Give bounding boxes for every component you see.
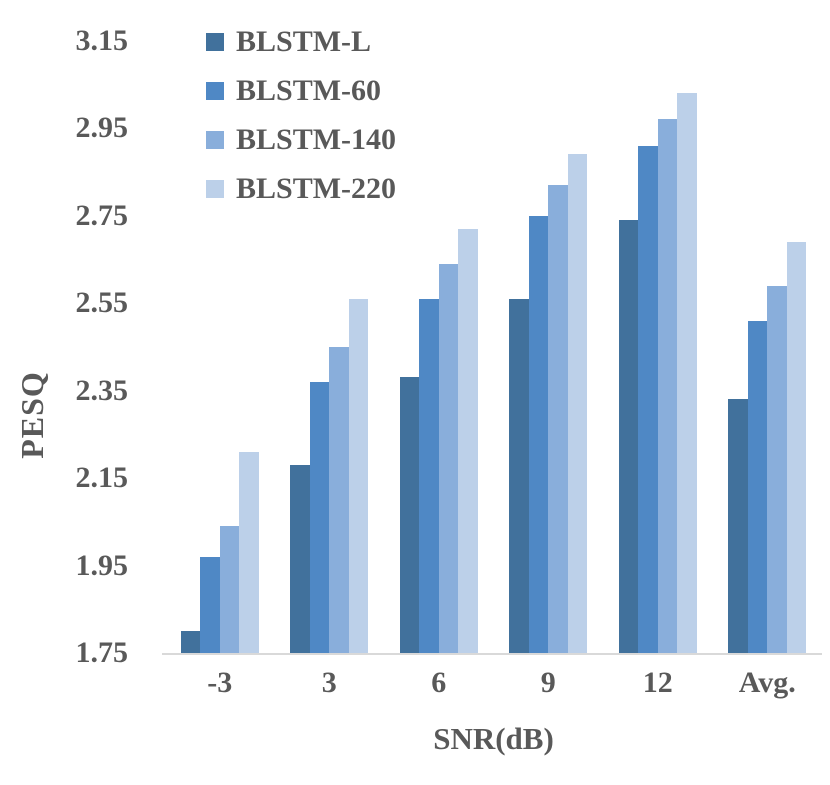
bar-BLSTM-L-9 xyxy=(509,298,529,653)
legend-label-BLSTM-220: BLSTM-220 xyxy=(236,172,397,205)
bar-group-12 xyxy=(618,93,697,653)
bar-BLSTM-220-9 xyxy=(567,154,588,653)
x-tick-Avg.: Avg. xyxy=(738,666,796,699)
y-tick-1.75: 1.75 xyxy=(75,636,129,669)
bar-BLSTM-220-3 xyxy=(348,298,369,653)
y-tick-2.35: 2.35 xyxy=(75,373,129,407)
x-tick-6: 6 xyxy=(431,666,447,699)
bar-BLSTM-140-3 xyxy=(329,346,349,653)
y-tick-2.15: 2.15 xyxy=(75,461,129,494)
x-tick-12: 12 xyxy=(642,666,673,699)
bar-BLSTM-L-Avg. xyxy=(728,399,748,653)
y-tick-2.95: 2.95 xyxy=(75,111,129,144)
bar-group--3 xyxy=(180,451,259,653)
bar-group-Avg. xyxy=(728,241,807,653)
bar-BLSTM-220--3 xyxy=(239,451,259,653)
y-tick-2.75: 2.75 xyxy=(75,198,129,232)
x-tick-9: 9 xyxy=(540,666,556,699)
legend-item-BLSTM-L: BLSTM-L xyxy=(206,26,396,58)
y-tick-2.55: 2.55 xyxy=(75,286,129,319)
legend-label-BLSTM-140: BLSTM-140 xyxy=(236,123,397,156)
bar-group-9 xyxy=(509,154,588,653)
bar-BLSTM-140-Avg. xyxy=(767,285,787,653)
legend: BLSTM-L BLSTM-60 BLSTM-140 BLSTM-220 xyxy=(206,26,396,222)
bar-BLSTM-140-6 xyxy=(438,263,459,653)
x-axis-title: SNR(dB) xyxy=(433,721,554,756)
bar-BLSTM-220-12 xyxy=(677,93,697,653)
x-tick--3: -3 xyxy=(207,666,233,699)
bar-BLSTM-60-12 xyxy=(638,145,658,653)
y-tick-1.95: 1.95 xyxy=(75,548,129,582)
bar-BLSTM-220-Avg. xyxy=(786,241,807,653)
legend-label-BLSTM-60: BLSTM-60 xyxy=(236,74,382,107)
y-axis-title: PESQ xyxy=(14,371,50,459)
x-axis-line xyxy=(162,653,822,655)
legend-swatch-BLSTM-L xyxy=(206,33,224,51)
plot-area xyxy=(162,30,822,655)
bar-BLSTM-220-6 xyxy=(458,228,478,653)
bar-BLSTM-L-12 xyxy=(618,219,639,653)
legend-label-BLSTM-L: BLSTM-L xyxy=(236,25,372,58)
bar-BLSTM-140-12 xyxy=(657,119,678,653)
bar-BLSTM-60-Avg. xyxy=(747,320,768,653)
x-tick-3: 3 xyxy=(321,666,337,699)
legend-item-BLSTM-60: BLSTM-60 xyxy=(206,75,396,107)
bar-BLSTM-60-6 xyxy=(419,298,439,653)
legend-item-BLSTM-220: BLSTM-220 xyxy=(206,173,396,205)
bar-BLSTM-L--3 xyxy=(180,631,201,653)
bar-BLSTM-60-9 xyxy=(528,215,549,653)
bar-BLSTM-L-6 xyxy=(399,377,420,653)
bar-BLSTM-60--3 xyxy=(200,556,220,653)
bar-group-3 xyxy=(290,298,369,653)
bar-BLSTM-140--3 xyxy=(219,526,240,653)
bar-BLSTM-60-3 xyxy=(309,381,330,653)
legend-swatch-BLSTM-220 xyxy=(206,180,224,198)
y-tick-3.15: 3.15 xyxy=(75,23,129,57)
bar-group-6 xyxy=(399,228,478,653)
bar-BLSTM-L-3 xyxy=(290,464,310,653)
bar-BLSTM-140-9 xyxy=(548,184,568,653)
legend-item-BLSTM-140: BLSTM-140 xyxy=(206,124,396,156)
legend-swatch-BLSTM-140 xyxy=(206,131,224,149)
legend-swatch-BLSTM-60 xyxy=(206,82,224,100)
